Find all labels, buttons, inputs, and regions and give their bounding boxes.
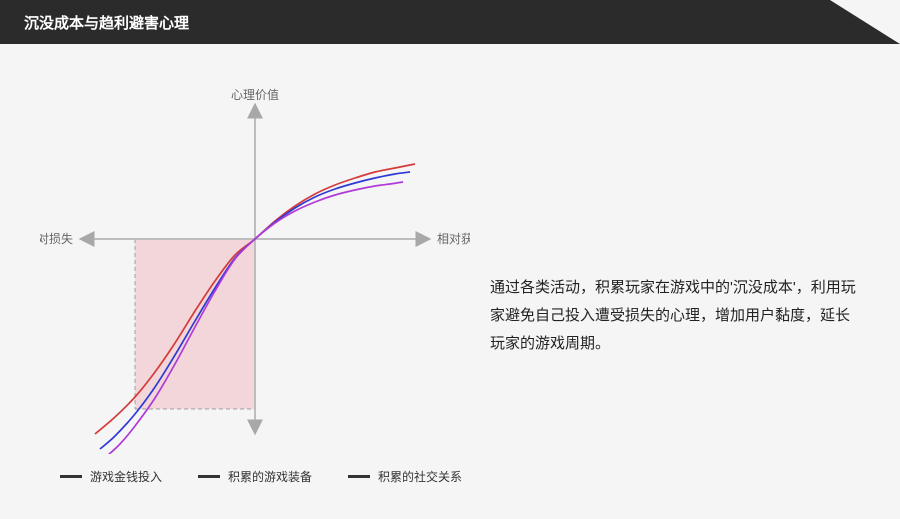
page-title: 沉没成本与趋利避害心理 bbox=[24, 12, 189, 33]
legend-swatch bbox=[60, 475, 82, 478]
content-row: 心理价值相对损失 相对获得 游戏金钱投入 积累的游戏装备 积累的社交关系 通过各类活动… bbox=[0, 44, 900, 519]
prospect-theory-chart: 心理价值相对损失 相对获得 bbox=[40, 74, 470, 454]
chart-legend: 游戏金钱投入 积累的游戏装备 积累的社交关系 bbox=[60, 468, 490, 485]
description-text: 通过各类活动，积累玩家在游戏中的'沉没成本'，利用玩家避免自己投入遭受损失的心理… bbox=[490, 274, 860, 357]
legend-swatch bbox=[348, 475, 370, 478]
description-panel: 通过各类活动，积累玩家在游戏中的'沉没成本'，利用玩家避免自己投入遭受损失的心理… bbox=[490, 44, 900, 519]
svg-text:相对获得: 相对获得 bbox=[437, 231, 470, 246]
legend-label: 积累的游戏装备 bbox=[228, 468, 312, 485]
header-bar: 沉没成本与趋利避害心理 bbox=[0, 0, 900, 44]
legend-item-game_money: 游戏金钱投入 bbox=[60, 468, 162, 485]
legend-item-game_equipment: 积累的游戏装备 bbox=[198, 468, 312, 485]
legend-swatch bbox=[198, 475, 220, 478]
svg-text:心理价值: 心理价值 bbox=[231, 87, 279, 102]
legend-label: 积累的社交关系 bbox=[378, 468, 462, 485]
legend-label: 游戏金钱投入 bbox=[90, 468, 162, 485]
svg-text:相对损失: 相对损失 bbox=[40, 231, 73, 246]
chart-panel: 心理价值相对损失 相对获得 游戏金钱投入 积累的游戏装备 积累的社交关系 bbox=[0, 44, 490, 519]
legend-item-social: 积累的社交关系 bbox=[348, 468, 462, 485]
header-wedge-decor bbox=[830, 0, 900, 44]
